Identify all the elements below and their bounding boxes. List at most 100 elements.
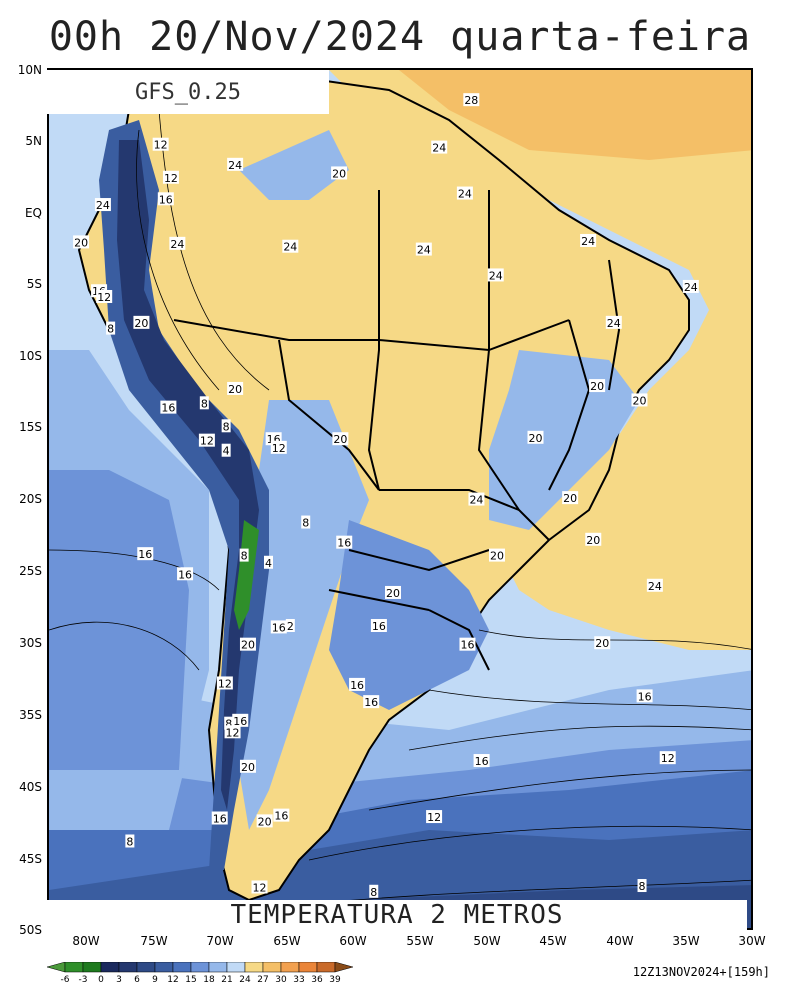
contour-label-text: 20 xyxy=(333,433,347,446)
warm-ocean-zone xyxy=(329,70,751,650)
colorbar-swatch xyxy=(334,962,354,973)
contour-label-text: 16 xyxy=(337,537,351,550)
colorbar-swatch xyxy=(190,962,210,973)
contour-label: 20 xyxy=(133,315,150,330)
contour-label-text: 24 xyxy=(417,244,431,257)
contour-label: 12 xyxy=(270,440,287,455)
contour-label-text: 24 xyxy=(228,159,242,172)
colorbar-label: 15 xyxy=(185,975,197,985)
contour-label-text: 12 xyxy=(226,726,240,739)
contour-label: 8 xyxy=(125,834,135,848)
colorbar-swatch xyxy=(118,962,138,973)
contour-label-text: 12 xyxy=(200,435,214,448)
contour-label-text: 16 xyxy=(638,690,652,703)
colorbar-swatch xyxy=(172,962,192,973)
contour-label: 4 xyxy=(264,555,274,570)
contour-label-text: 12 xyxy=(272,442,286,455)
contour-label-text: 20 xyxy=(590,380,604,393)
contour-label: 12 xyxy=(251,880,268,894)
contour-label-text: 20 xyxy=(74,236,88,249)
contour-label-text: 8 xyxy=(201,397,208,410)
contour-label: 24 xyxy=(487,268,504,282)
contour-label: 8 xyxy=(224,716,234,731)
colorbar-label: 0 xyxy=(98,975,104,985)
temperature-map: 2824202424121216242024242424242416122082… xyxy=(49,70,751,928)
contour-label: 24 xyxy=(456,186,473,201)
contour-label-text: 20 xyxy=(241,761,255,774)
andes-cold-core xyxy=(117,140,259,810)
colorbar-swatch xyxy=(262,962,282,973)
colorbar-swatch xyxy=(298,962,318,973)
lat-label: 30S xyxy=(19,636,42,650)
field-label: TEMPERATURA 2 METROS xyxy=(47,900,747,930)
contour-label: 16 xyxy=(473,754,490,768)
colorbar-swatch xyxy=(280,962,300,973)
lat-label: 10N xyxy=(17,63,42,77)
hot-ocean-zone xyxy=(399,70,751,160)
contour-label: 12 xyxy=(152,137,169,152)
contour-label-text: 2 xyxy=(287,620,294,633)
contour-label: 16 xyxy=(636,689,653,703)
contour-label-text: 12 xyxy=(97,291,111,304)
colorbar-swatch xyxy=(226,962,246,973)
temperature-colorbar xyxy=(47,962,354,973)
contour-label-text: 24 xyxy=(96,199,110,212)
contour-label: 20 xyxy=(527,430,544,445)
andes-freezing-peaks xyxy=(234,520,259,630)
contour-label: 16 xyxy=(211,811,228,826)
contour-label: 20 xyxy=(256,814,273,828)
contour-label-text: 12 xyxy=(218,677,232,690)
colorbar-label: 9 xyxy=(152,975,158,985)
contour-label: 16 xyxy=(157,192,174,206)
colorbar-label: 12 xyxy=(167,975,179,985)
contour-label: 24 xyxy=(468,492,485,507)
map-title: 00h 20/Nov/2024 quarta-feira xyxy=(48,14,752,60)
contour-label: 2 xyxy=(285,618,295,633)
model-label: GFS_0.25 xyxy=(47,70,329,114)
colorbar-label: 3 xyxy=(116,975,122,985)
lat-label: 25S xyxy=(19,564,42,578)
contour-label-text: 16 xyxy=(213,813,227,826)
lat-label: 50S xyxy=(19,923,42,937)
contour-label: 24 xyxy=(227,157,244,172)
contour-label-text: 20 xyxy=(241,639,255,652)
lon-label: 60W xyxy=(339,934,367,948)
contour-label: 12 xyxy=(162,170,179,185)
contour-label: 12 xyxy=(659,751,676,765)
lat-label: 45S xyxy=(19,852,42,866)
contour-label-text: 16 xyxy=(274,810,288,823)
contour-label: 24 xyxy=(682,279,699,294)
colorbar-swatch xyxy=(82,962,102,973)
map-panel[interactable]: 2824202424121216242024242424242416122082… xyxy=(47,68,753,930)
contour-label: 16 xyxy=(270,620,287,634)
contour-label: 16 xyxy=(137,547,154,561)
lon-label: 70W xyxy=(206,934,234,948)
colorbar-label: -3 xyxy=(78,975,88,985)
contour-label-text: 8 xyxy=(225,718,232,731)
contour-label-text: 24 xyxy=(170,238,184,251)
colorbar-label: 27 xyxy=(257,975,269,985)
colorbar-label: 6 xyxy=(134,975,140,985)
contour-label-text: 8 xyxy=(126,835,133,848)
colorbar-label: 24 xyxy=(239,975,251,985)
lon-label: 40W xyxy=(606,934,634,948)
contour-label: 24 xyxy=(580,233,597,248)
lon-label: 65W xyxy=(273,934,301,948)
contour-label: 12 xyxy=(224,725,241,739)
contour-label: 20 xyxy=(73,235,90,249)
contour-label: 20 xyxy=(331,166,348,180)
contour-label: 16 xyxy=(177,567,194,581)
contour-label: 8 xyxy=(637,879,647,893)
contour-label-text: 20 xyxy=(528,432,542,445)
contour-label-text: 16 xyxy=(159,193,173,206)
contour-label: 20 xyxy=(631,393,648,407)
contour-label-text: 24 xyxy=(489,269,503,282)
colorbar-swatch xyxy=(154,962,174,973)
colorbar-swatch xyxy=(208,962,228,973)
contour-label-text: 16 xyxy=(475,755,489,768)
run-info: 12Z13NOV2024+[159h] xyxy=(632,965,770,979)
contour-label: 16 xyxy=(370,618,387,633)
contour-label: 20 xyxy=(332,432,349,446)
lat-label: 10S xyxy=(19,349,42,363)
contour-label: 12 xyxy=(216,676,233,690)
